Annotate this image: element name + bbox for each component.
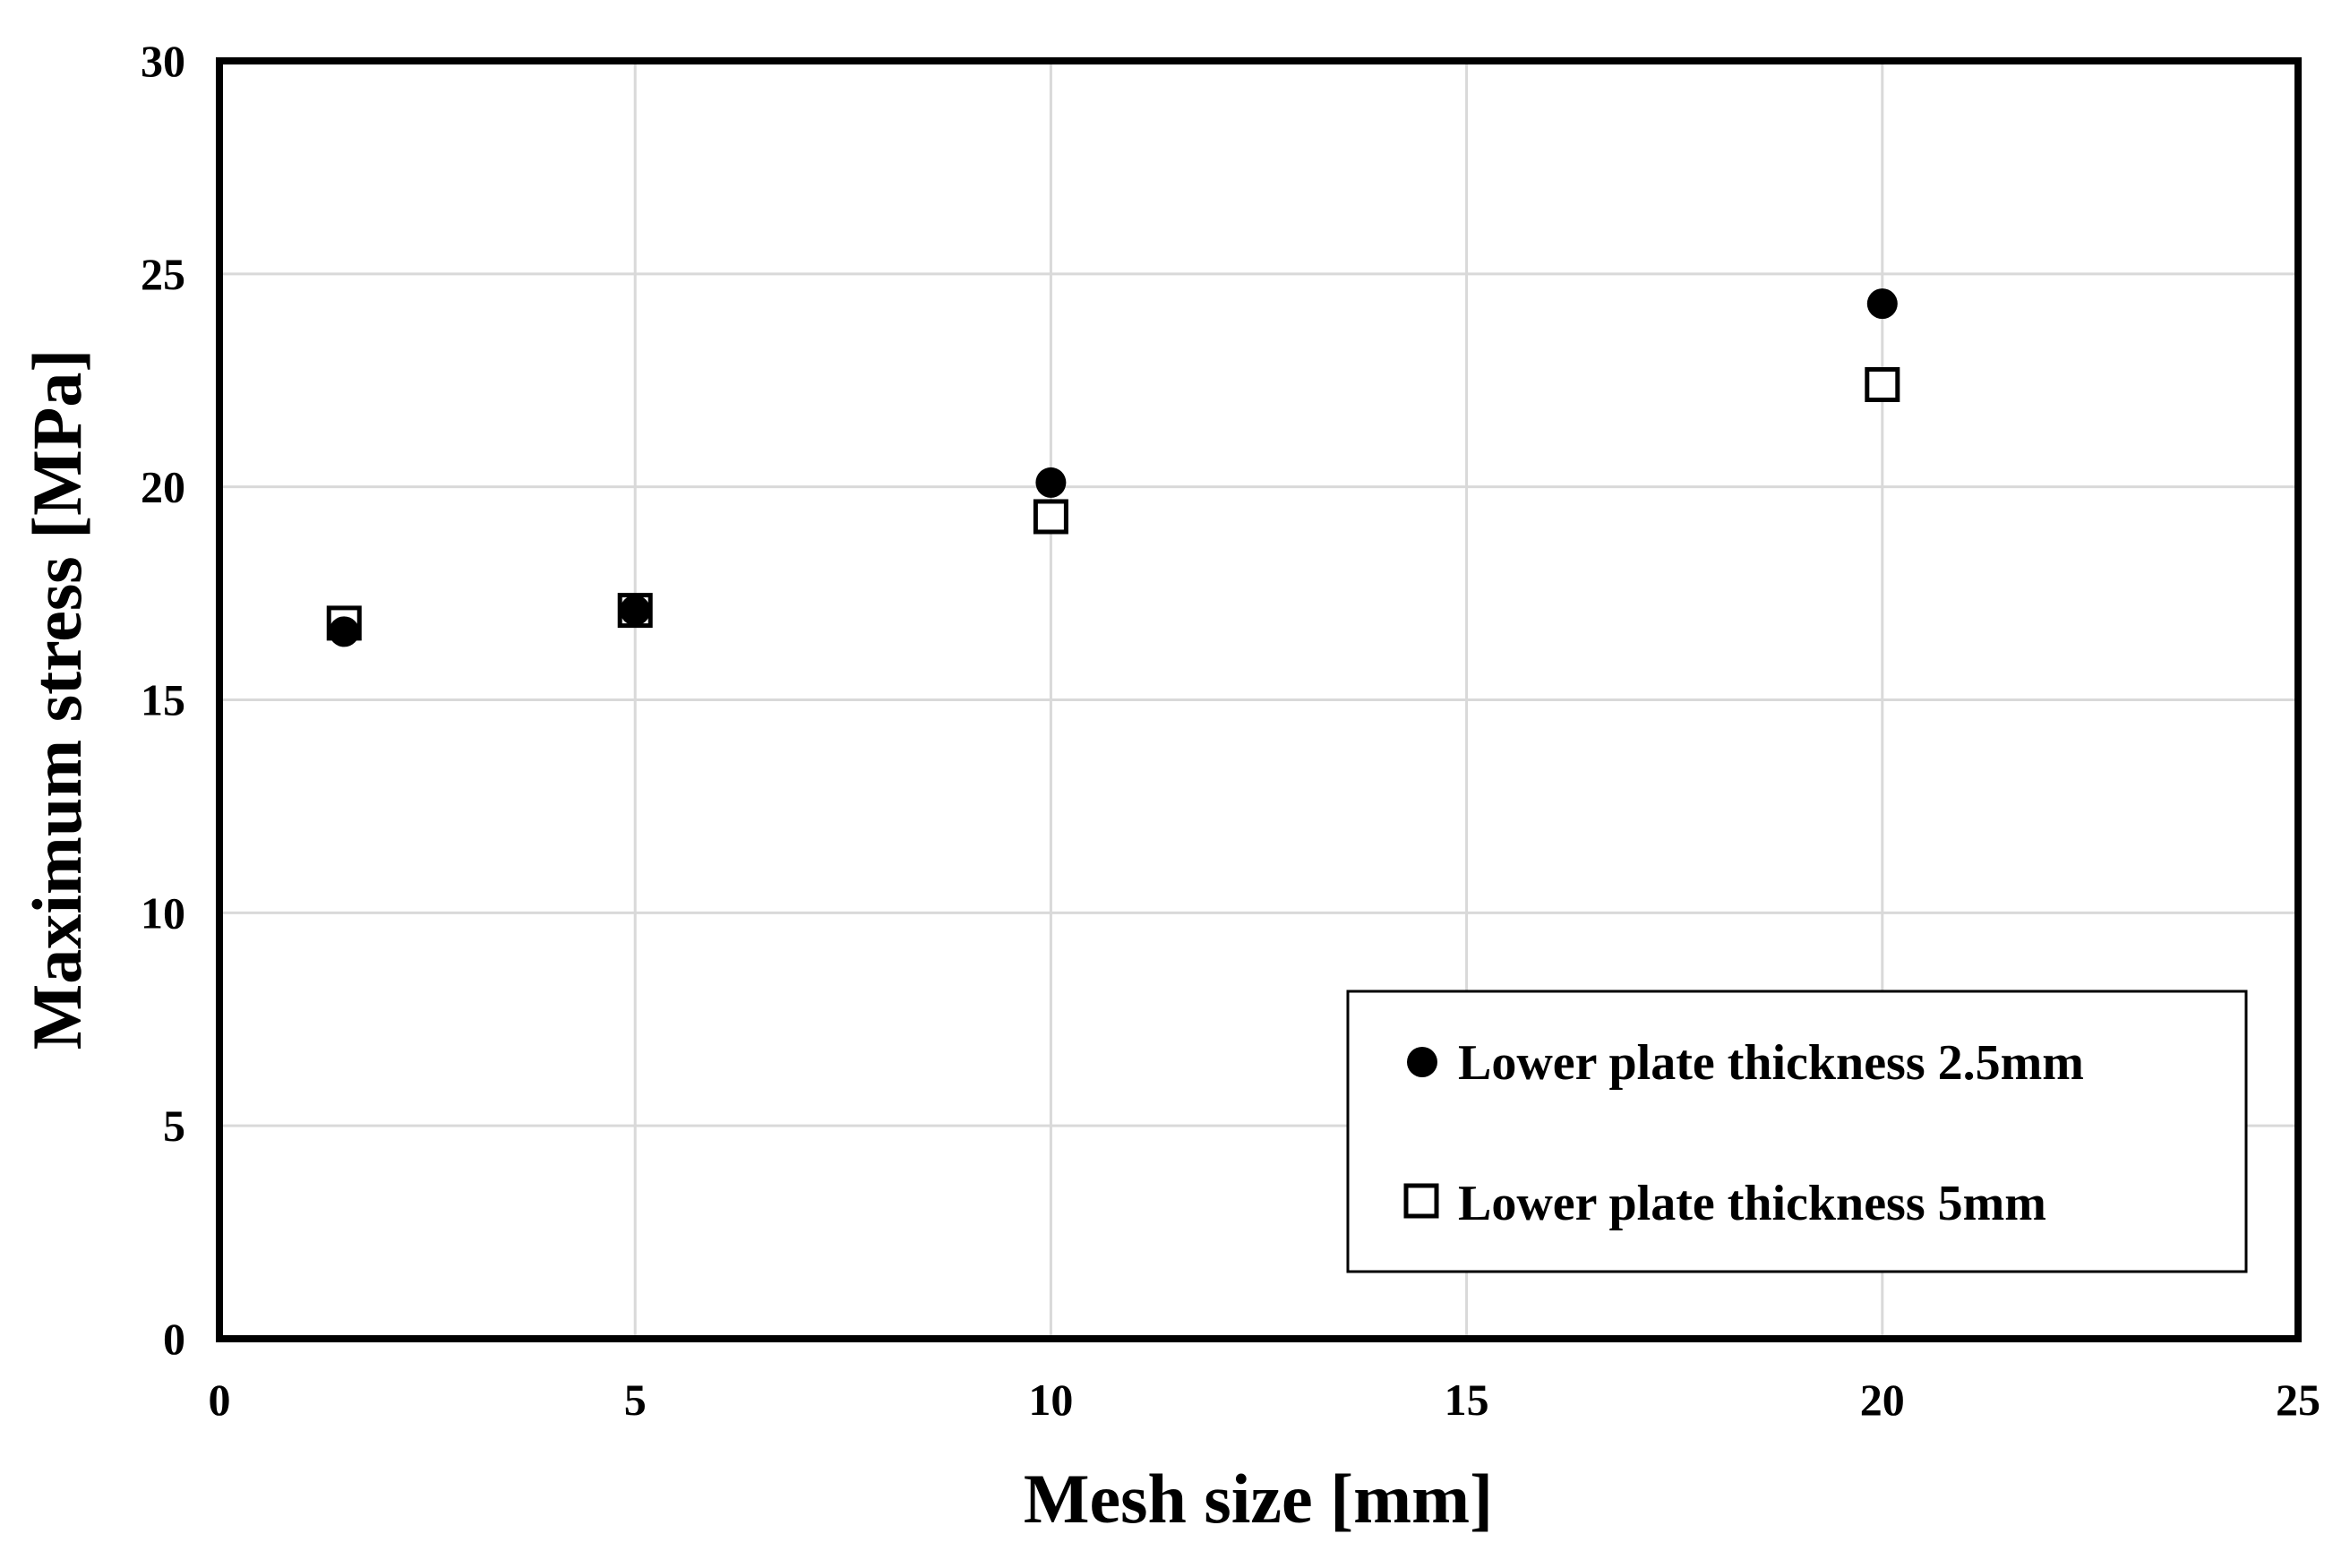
y-axis-title: Maximum stress [MPa] [18, 349, 96, 1050]
y-tick-label: 5 [163, 1101, 185, 1151]
point-series-2-5mm [1035, 467, 1067, 498]
point-series-5mm [1865, 367, 1900, 403]
x-tick-label: 5 [624, 1375, 647, 1425]
grid [219, 61, 2298, 1339]
point-series-5mm [1033, 499, 1068, 535]
data-points [326, 288, 1900, 647]
legend-marker-open-square [1403, 1183, 1439, 1219]
point-series-2-5mm [329, 616, 360, 647]
y-tick-label: 25 [141, 249, 185, 299]
legend-label-series-2: Lower plate thickness 5mm [1458, 1176, 2046, 1231]
x-tick-label: 10 [1028, 1375, 1073, 1425]
x-tick-label: 25 [2276, 1375, 2320, 1425]
y-tick-label: 30 [141, 36, 185, 86]
x-axis-title: Mesh size [mm] [1024, 1460, 1493, 1538]
legend-box [1346, 990, 2248, 1273]
point-series-2-5mm [620, 595, 651, 626]
y-tick-label: 0 [163, 1314, 185, 1364]
y-axis-tick-labels: 0 5 10 15 20 25 30 [141, 36, 185, 1364]
legend-marker-filled-circle [1407, 1047, 1437, 1077]
y-tick-label: 15 [141, 675, 185, 725]
point-series-2-5mm [1866, 288, 1898, 320]
plot-area-frame [216, 57, 2302, 1342]
x-axis-tick-labels: 0 5 10 15 20 25 [209, 1375, 2321, 1425]
x-tick-label: 20 [1860, 1375, 1905, 1425]
x-tick-label: 0 [209, 1375, 231, 1425]
x-tick-label: 15 [1445, 1375, 1489, 1425]
y-tick-label: 10 [141, 887, 185, 938]
y-tick-label: 20 [141, 462, 185, 512]
legend-label-series-1: Lower plate thickness 2.5mm [1458, 1035, 2084, 1091]
legend: Lower plate thickness 2.5mm Lower plate … [1346, 990, 2248, 1273]
